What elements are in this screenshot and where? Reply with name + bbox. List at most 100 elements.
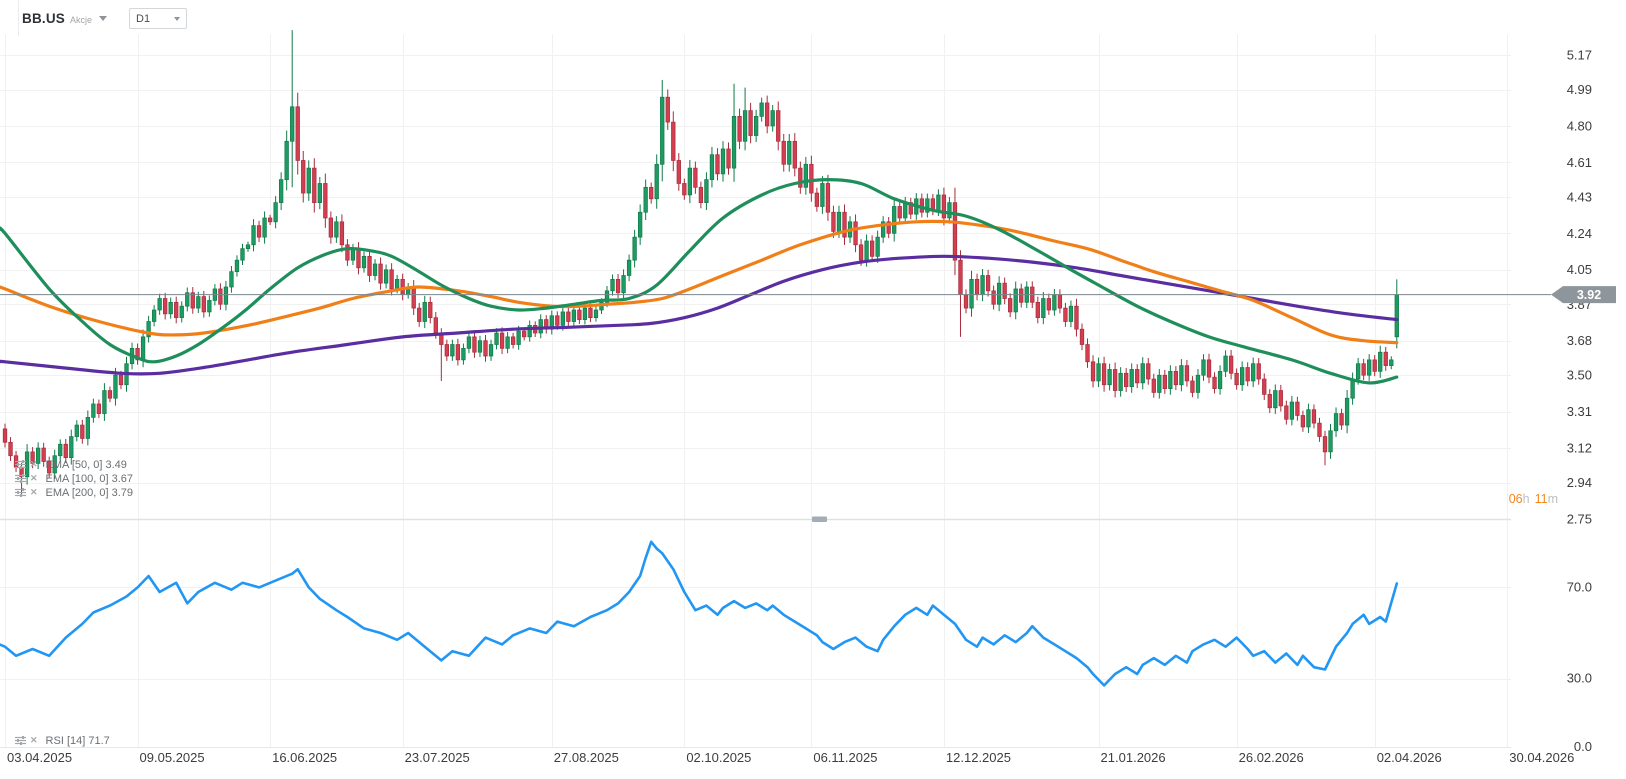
candle-body	[223, 286, 229, 305]
candle-body	[102, 390, 107, 414]
price-tick-label: 4.43	[1567, 189, 1592, 204]
candle-body	[1267, 394, 1272, 409]
candle-body	[229, 271, 234, 288]
candle-body	[433, 317, 438, 334]
candle-body	[328, 217, 334, 238]
candle-body	[1350, 378, 1355, 399]
indicator-close-icon[interactable]: ✕	[30, 473, 38, 483]
candle-body	[809, 163, 814, 194]
candle-body	[654, 163, 659, 200]
candle-body	[118, 374, 124, 386]
candle-body	[367, 255, 372, 276]
candle-body	[582, 307, 588, 320]
candle-body	[1378, 351, 1383, 372]
candle-body	[505, 336, 510, 349]
candle-body	[798, 167, 803, 188]
candle-body	[632, 236, 637, 261]
price-tick-label: 3.31	[1567, 404, 1592, 419]
candle-body	[1090, 361, 1096, 382]
candle-body	[74, 424, 79, 437]
candle-body	[85, 417, 90, 439]
candle-body	[2, 428, 8, 443]
indicator-settings-icon[interactable]	[15, 488, 26, 497]
candle-body	[1107, 369, 1112, 386]
candle-body	[383, 269, 389, 284]
instrument-selector[interactable]: BB.US Akcje	[22, 11, 108, 26]
candle-body	[151, 309, 157, 322]
candle-body	[765, 102, 770, 127]
date-tick-label: 02.10.2025	[686, 750, 751, 765]
candle-body	[947, 202, 952, 219]
candle-body	[444, 344, 449, 357]
candle-body	[350, 248, 356, 261]
candle-body	[1256, 363, 1261, 380]
indicator-close-icon[interactable]: ✕	[30, 459, 38, 469]
candle-body	[58, 443, 63, 457]
candle-body	[897, 206, 902, 219]
indicator-settings-icon[interactable]	[15, 736, 26, 745]
candle-body	[345, 244, 350, 261]
axis-labels: 5.174.994.804.614.434.244.053.873.683.50…	[7, 48, 1592, 766]
rsi-label: RSI [14] 71.7	[45, 734, 110, 747]
candle-body	[510, 336, 516, 345]
candle-body	[1129, 369, 1134, 388]
indicator-settings-icon[interactable]	[15, 460, 26, 469]
countdown-hours-unit: h	[1522, 492, 1530, 506]
rsi-line	[0, 540, 1399, 687]
price-tick-label: 5.17	[1567, 48, 1592, 63]
candle-body	[522, 330, 527, 338]
candle-body	[753, 116, 759, 136]
ema50-legend: ✕ EMA [50, 0] 3.49	[15, 458, 127, 471]
candle-body	[185, 292, 190, 307]
timeframe-selector[interactable]: D1	[129, 8, 188, 29]
candle-body	[676, 160, 681, 184]
candle-close-countdown: 06h 11m	[1509, 492, 1558, 506]
candle-body	[1273, 390, 1278, 409]
candle-body	[1112, 369, 1118, 391]
candle-body	[240, 248, 245, 261]
candle-body	[284, 140, 289, 180]
candle-body	[52, 455, 57, 474]
candle-body	[494, 332, 499, 345]
candle-body	[831, 211, 836, 232]
candle-body	[1041, 298, 1046, 319]
rsi-tick-label: 70.0	[1567, 579, 1592, 594]
candle-body	[1217, 371, 1223, 389]
candle-body	[1184, 365, 1190, 382]
indicator-settings-icon[interactable]	[15, 474, 26, 483]
candle-body	[566, 311, 571, 322]
candle-body	[251, 225, 256, 246]
countdown-minutes: 11	[1534, 492, 1548, 506]
indicator-close-icon[interactable]: ✕	[30, 487, 38, 497]
candle-body	[361, 255, 367, 269]
candle-body	[1322, 436, 1328, 453]
candle-body	[196, 296, 201, 309]
date-tick-label: 12.12.2025	[946, 750, 1011, 765]
candle-body	[1013, 288, 1018, 313]
candle-body	[792, 140, 797, 169]
candle-body	[731, 116, 737, 169]
candle-body	[969, 278, 974, 309]
candle-body	[301, 160, 306, 194]
candle-body	[455, 344, 461, 361]
candle-body	[1339, 413, 1344, 426]
candle-body	[759, 102, 764, 117]
candle-body	[577, 309, 582, 320]
candle-body	[140, 336, 146, 361]
candle-body	[483, 340, 488, 357]
candle-body	[477, 340, 483, 353]
candle-body	[1372, 359, 1377, 372]
candle-body	[113, 374, 118, 399]
indicator-close-icon[interactable]: ✕	[30, 735, 38, 745]
candle-body	[687, 167, 693, 196]
candle-body	[422, 301, 427, 322]
candle-body	[698, 186, 704, 203]
panel-resize-handle[interactable]	[812, 516, 827, 523]
candle-body	[290, 106, 295, 142]
date-tick-label: 09.05.2025	[140, 750, 205, 765]
rsi-legend: ✕ RSI [14] 71.7	[15, 734, 110, 747]
chart-header: BB.US Akcje D1	[22, 8, 188, 29]
candle-body	[428, 301, 433, 319]
candle-body	[726, 148, 731, 169]
